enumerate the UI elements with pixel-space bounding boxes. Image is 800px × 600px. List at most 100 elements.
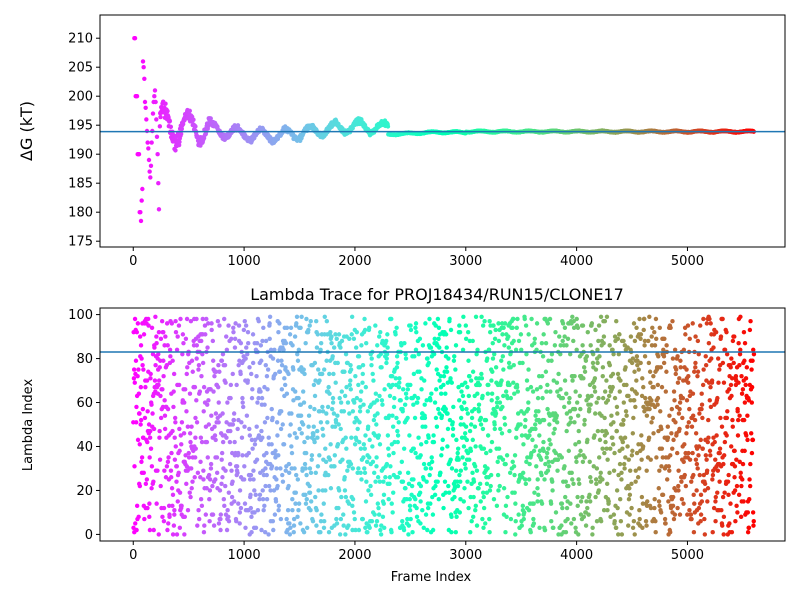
lambda-point	[554, 413, 559, 418]
lambda-point	[642, 343, 647, 348]
lambda-point	[588, 499, 593, 504]
lambda-point	[611, 512, 617, 517]
lambda-point	[341, 409, 347, 414]
lambda-point	[735, 433, 741, 438]
lambda-point	[344, 446, 349, 451]
lambda-point	[426, 435, 431, 440]
lambda-point	[244, 413, 250, 418]
lambda-point	[199, 373, 204, 379]
lambda-point	[177, 525, 183, 531]
lambda-point	[593, 494, 598, 500]
lambda-point	[423, 466, 429, 471]
lambda-point	[455, 450, 460, 456]
lambda-point	[434, 387, 439, 392]
lambda-point	[655, 382, 661, 388]
lambda-point	[629, 481, 634, 487]
lambda-point	[156, 351, 161, 357]
lambda-point	[274, 466, 279, 471]
lambda-point	[279, 358, 284, 363]
lambda-point	[312, 439, 317, 445]
lambda-point	[296, 395, 301, 401]
lambda-point	[449, 530, 454, 535]
lambda-point	[572, 373, 577, 379]
lambda-point	[203, 332, 208, 337]
lambda-point	[138, 422, 143, 427]
lambda-point	[489, 439, 495, 445]
lambda-point	[713, 499, 718, 504]
lambda-point	[346, 523, 351, 528]
lambda-point	[500, 354, 506, 359]
lambda-point	[463, 424, 469, 429]
lambda-point	[372, 512, 377, 517]
lambda-point	[641, 327, 646, 333]
lambda-point	[159, 318, 165, 324]
lambda-point	[671, 389, 677, 394]
lambda-point	[420, 343, 426, 348]
lambda-point	[455, 446, 461, 451]
lambda-point	[569, 521, 574, 526]
lambda-point	[209, 413, 214, 418]
lambda-point	[358, 398, 363, 403]
lambda-point	[146, 323, 151, 328]
lambda-point	[311, 431, 316, 436]
lambda-point	[693, 431, 699, 436]
lambda-point	[213, 477, 218, 482]
lambda-point	[322, 314, 327, 319]
lambda-point	[533, 426, 538, 432]
lambda-point	[393, 332, 398, 337]
lambda-point	[245, 329, 251, 335]
lambda-point	[495, 404, 500, 410]
lambda-point	[750, 510, 756, 515]
lambda-point	[739, 373, 744, 379]
lambda-point	[481, 525, 486, 531]
lambda-point	[289, 444, 294, 449]
lambda-point	[306, 424, 311, 429]
lambda-point	[732, 464, 738, 469]
lambda-point	[526, 332, 531, 337]
lambda-point	[388, 464, 393, 469]
lambda-point	[479, 314, 484, 319]
lambda-point	[544, 455, 549, 460]
lambda-point	[551, 525, 556, 531]
lambda-point	[513, 519, 518, 524]
lambda-point	[746, 525, 752, 531]
lambda-point	[394, 365, 400, 370]
lambda-point	[534, 464, 539, 469]
lambda-point	[705, 439, 710, 445]
lambda-point	[323, 488, 328, 493]
lambda-point	[707, 448, 713, 454]
lambda-point	[192, 475, 197, 480]
lambda-point	[230, 479, 235, 484]
lambda-point	[264, 373, 270, 379]
lambda-point	[461, 499, 466, 504]
lambda-point	[293, 490, 299, 495]
lambda-point	[587, 459, 592, 465]
lambda-point	[155, 468, 160, 473]
lambda-point	[241, 477, 247, 482]
lambda-point	[615, 411, 620, 416]
lambda-point	[173, 329, 179, 335]
lambda-point	[146, 422, 152, 427]
lambda-point	[548, 389, 553, 394]
lambda-point	[385, 332, 390, 337]
lambda-point	[369, 362, 374, 368]
lambda-point	[702, 532, 708, 537]
lambda-point	[634, 354, 640, 359]
lambda-point	[319, 512, 324, 517]
lambda-point	[518, 332, 524, 337]
delta-g-point	[143, 105, 148, 111]
lambda-point	[506, 334, 511, 339]
lambda-point	[571, 481, 576, 487]
lambda-point	[433, 483, 438, 489]
lambda-point	[149, 486, 154, 491]
lambda-point	[431, 439, 437, 445]
lambda-point	[206, 422, 212, 427]
lambda-point	[696, 505, 702, 511]
lambda-point	[597, 354, 602, 359]
lambda-point	[401, 527, 407, 533]
lambda-point	[417, 490, 423, 495]
lambda-point	[707, 316, 712, 322]
lambda-point	[531, 501, 536, 506]
lambda-point	[207, 519, 212, 524]
lambda-point	[732, 334, 737, 339]
